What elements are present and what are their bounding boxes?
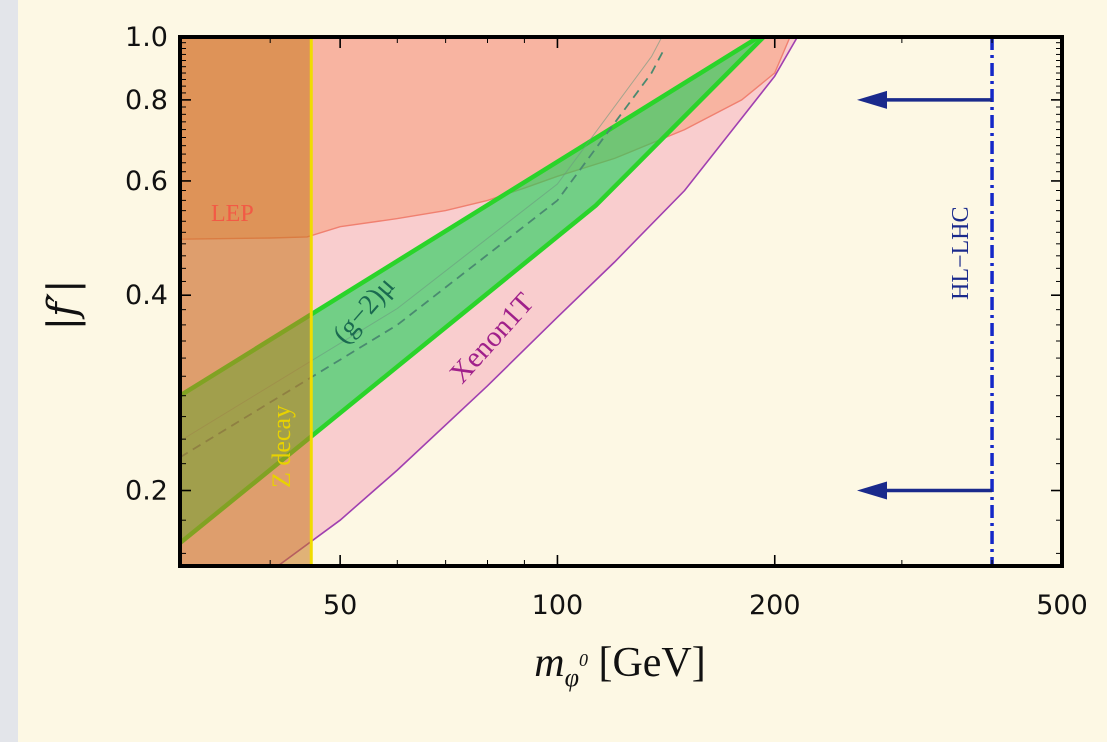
y-axis-title: |f′| [40,280,86,331]
y-tick-label: 1.0 [125,22,168,53]
x-tick-label: 100 [532,590,584,621]
g2mu-lower-boundary [180,37,766,545]
x-axis-title: mφ0 [GeV] [534,640,706,692]
plot-frame [178,35,1064,568]
hl-lhc-arrow-head [856,90,887,109]
left-margin-strip [0,0,18,742]
hl-lhc-label: HL−LHC [948,206,974,300]
x-tick-label: 500 [1036,590,1088,621]
lep-label: LEP [211,201,254,227]
y-tick-label: 0.4 [125,280,168,311]
x-tick-label: 50 [323,590,357,621]
lep-region [180,37,790,240]
y-tick-label: 0.8 [125,85,168,116]
y-tick-label: 0.2 [125,476,168,507]
x-tick-label: 200 [749,590,801,621]
y-tick-label: 0.6 [125,166,168,197]
xenon1t-boundary [276,37,799,566]
g2mu-central-line-upper [180,37,663,442]
z-decay-label: Z decay [267,405,296,488]
z-decay-region [180,37,312,566]
hl-lhc-arrow-head [856,481,887,500]
g2mu-band [180,37,764,543]
g2mu-central-line [180,51,664,459]
